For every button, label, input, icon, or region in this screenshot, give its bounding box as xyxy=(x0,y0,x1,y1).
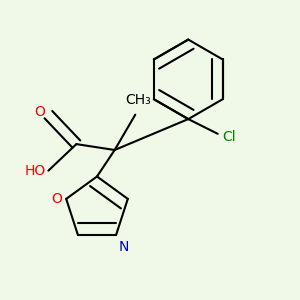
Text: CH₃: CH₃ xyxy=(125,93,151,107)
Text: O: O xyxy=(51,192,62,206)
Text: O: O xyxy=(34,105,46,119)
Text: Cl: Cl xyxy=(222,130,236,144)
Text: HO: HO xyxy=(24,164,46,178)
Text: N: N xyxy=(119,239,129,254)
